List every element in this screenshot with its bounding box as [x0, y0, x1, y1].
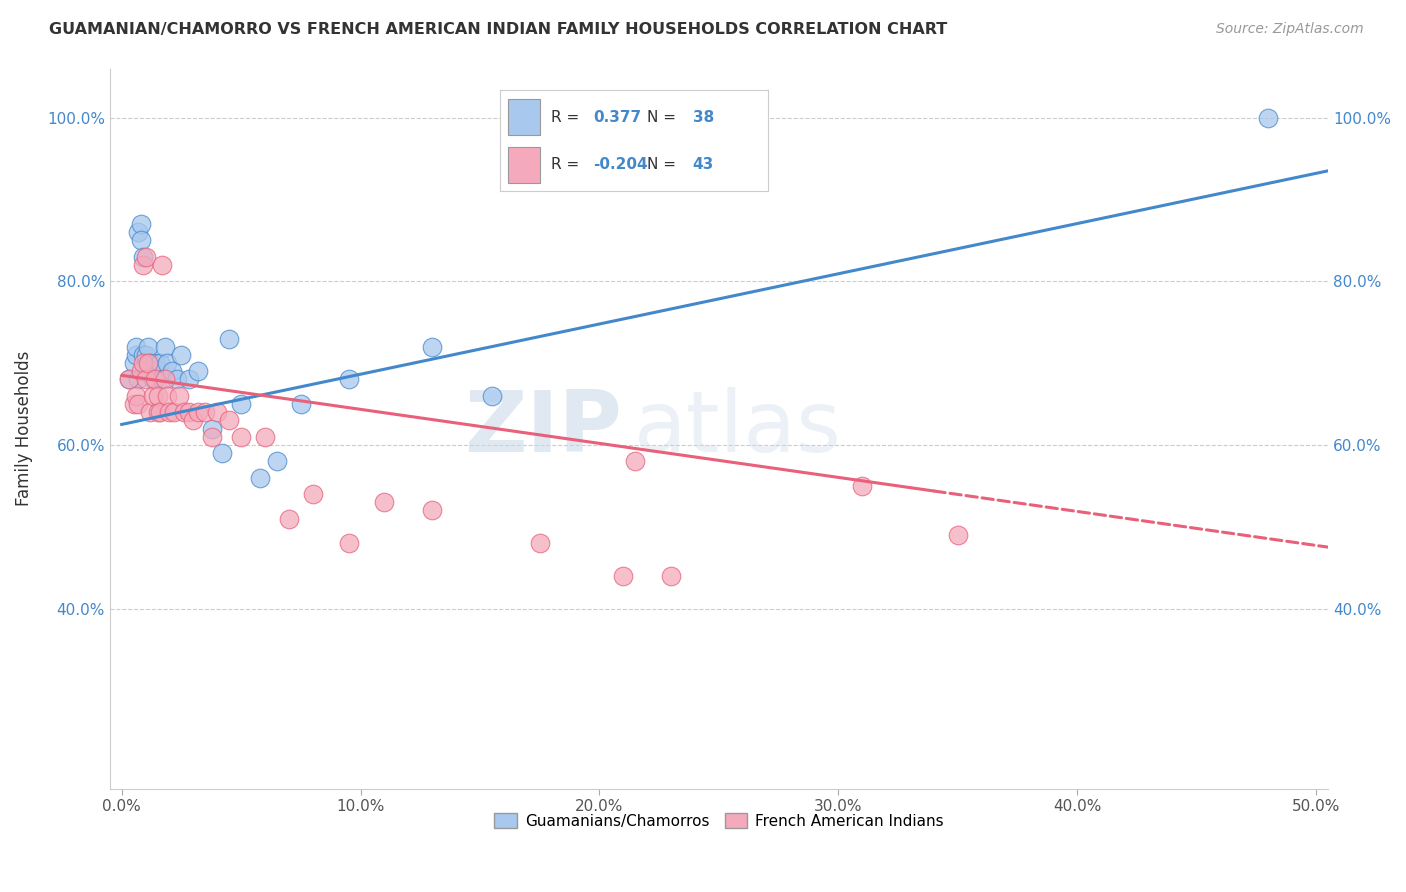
Point [136, 340, 159, 354]
Point [851, 479, 873, 493]
Text: Source: ZipAtlas.com: Source: ZipAtlas.com [1216, 22, 1364, 37]
Point [301, 487, 323, 501]
Point [153, 372, 176, 386]
Point [481, 389, 503, 403]
Point [170, 348, 193, 362]
Point [337, 372, 360, 386]
Point [159, 405, 181, 419]
Point [136, 356, 159, 370]
Point [135, 356, 157, 370]
Point [139, 356, 162, 370]
Point [187, 405, 209, 419]
Point [142, 372, 165, 386]
Point [127, 397, 149, 411]
Point [1257, 814, 1279, 829]
Point [529, 536, 551, 550]
Point [207, 405, 229, 419]
Point [139, 405, 162, 419]
Point [183, 413, 205, 427]
Point [420, 340, 443, 354]
Point [132, 348, 155, 362]
Point [946, 528, 969, 542]
Text: GUAMANIAN/CHAMORRO VS FRENCH AMERICAN INDIAN FAMILY HOUSEHOLDS CORRELATION CHART: GUAMANIAN/CHAMORRO VS FRENCH AMERICAN IN… [49, 22, 948, 37]
Point [231, 430, 253, 444]
Point [277, 511, 299, 525]
Point [118, 372, 141, 386]
Point [187, 364, 209, 378]
Point [149, 405, 172, 419]
Point [373, 495, 395, 509]
Point [167, 389, 190, 403]
Point [231, 397, 253, 411]
Point [177, 405, 200, 419]
Point [149, 356, 172, 370]
Point [146, 405, 169, 419]
Point [135, 250, 157, 264]
Point [150, 372, 173, 386]
Point [122, 356, 145, 370]
Point [129, 364, 152, 378]
Text: ZIP: ZIP [464, 387, 621, 470]
Point [337, 536, 360, 550]
Point [624, 454, 647, 468]
Point [266, 454, 288, 468]
Point [143, 356, 166, 370]
Point [659, 569, 682, 583]
Point [173, 405, 195, 419]
Legend: Guamanians/Chamorros, French American Indians: Guamanians/Chamorros, French American In… [488, 806, 950, 835]
Point [146, 389, 169, 403]
Point [218, 413, 240, 427]
Point [132, 356, 155, 370]
Y-axis label: Family Households: Family Households [15, 351, 32, 507]
Point [146, 364, 169, 378]
Point [249, 470, 271, 484]
Point [118, 372, 141, 386]
Point [177, 372, 200, 386]
Point [201, 430, 224, 444]
Point [122, 397, 145, 411]
Point [156, 356, 179, 370]
Point [160, 364, 183, 378]
Point [143, 372, 166, 386]
Point [420, 503, 443, 517]
Point [129, 233, 152, 247]
Point [201, 421, 224, 435]
Point [290, 397, 312, 411]
Point [127, 225, 149, 239]
Point [1257, 111, 1279, 125]
Point [132, 258, 155, 272]
Point [135, 348, 157, 362]
Point [163, 405, 186, 419]
Text: atlas: atlas [634, 387, 842, 470]
Point [150, 258, 173, 272]
Point [166, 372, 188, 386]
Point [127, 372, 149, 386]
Point [125, 340, 148, 354]
Point [135, 372, 157, 386]
Point [211, 446, 233, 460]
Point [156, 389, 179, 403]
Point [125, 389, 148, 403]
Point [254, 430, 277, 444]
Point [142, 389, 165, 403]
Point [194, 405, 217, 419]
Point [218, 332, 240, 346]
Point [132, 250, 155, 264]
Point [153, 340, 176, 354]
Point [125, 348, 148, 362]
Point [612, 569, 634, 583]
Point [129, 217, 152, 231]
